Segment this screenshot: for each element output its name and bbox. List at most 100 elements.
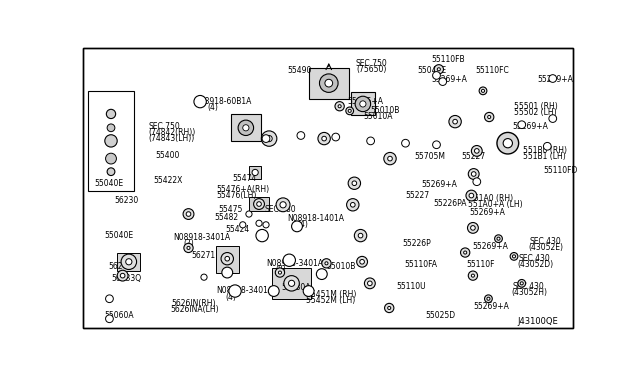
Text: (43052E): (43052E) (528, 243, 563, 252)
Circle shape (322, 136, 326, 141)
Text: 55501 (RH): 55501 (RH) (514, 102, 557, 110)
Circle shape (322, 259, 331, 268)
Text: 55227: 55227 (406, 191, 429, 200)
Circle shape (543, 142, 551, 150)
Bar (308, 68, 349, 99)
Circle shape (352, 181, 356, 186)
Text: 551B1 (LH): 551B1 (LH) (524, 153, 566, 161)
Text: 55705M: 55705M (415, 153, 446, 161)
Text: N: N (232, 289, 237, 294)
Circle shape (466, 190, 477, 201)
Text: 55226P: 55226P (403, 239, 431, 248)
Circle shape (468, 271, 477, 280)
Circle shape (289, 280, 294, 286)
Text: 55045E: 55045E (417, 66, 446, 75)
Circle shape (257, 202, 261, 206)
Text: N: N (287, 258, 292, 263)
Text: 55226PA: 55226PA (433, 199, 467, 208)
Circle shape (549, 115, 557, 122)
Circle shape (201, 274, 207, 280)
Circle shape (360, 260, 364, 264)
Text: N08918-3401A: N08918-3401A (266, 259, 323, 268)
Circle shape (510, 253, 518, 260)
Polygon shape (231, 134, 460, 155)
Circle shape (351, 202, 355, 207)
Text: SEC.750: SEC.750 (148, 122, 180, 131)
Bar (231, 114, 260, 141)
Text: 55451M (RH): 55451M (RH) (307, 289, 356, 298)
Text: 55475+A: 55475+A (348, 97, 383, 106)
Circle shape (470, 225, 476, 230)
Circle shape (473, 178, 481, 186)
Text: 55010B: 55010B (371, 106, 400, 115)
Text: (43052D): (43052D) (517, 260, 553, 269)
Text: 55475: 55475 (218, 205, 243, 214)
Circle shape (107, 168, 115, 176)
Circle shape (256, 220, 262, 226)
Circle shape (487, 297, 490, 300)
Circle shape (303, 286, 314, 296)
Circle shape (238, 120, 253, 135)
Bar (272, 268, 311, 299)
Text: N: N (271, 289, 276, 294)
Text: 55010A: 55010A (363, 112, 392, 121)
Text: 55269+A: 55269+A (421, 180, 457, 189)
Circle shape (520, 282, 524, 285)
Circle shape (221, 253, 234, 265)
Circle shape (283, 254, 296, 266)
Circle shape (276, 198, 290, 212)
Text: (4): (4) (226, 293, 237, 302)
Text: 55110FB: 55110FB (431, 55, 465, 64)
Text: 55025D: 55025D (426, 311, 456, 320)
Circle shape (225, 256, 230, 261)
Text: N08918-3401A: N08918-3401A (216, 286, 273, 295)
Text: 55482: 55482 (215, 212, 239, 221)
Text: 56271: 56271 (191, 251, 216, 260)
Circle shape (246, 211, 252, 217)
Text: N: N (260, 233, 264, 238)
Circle shape (229, 285, 241, 297)
Circle shape (187, 246, 190, 250)
Circle shape (106, 153, 116, 164)
Text: 55269+A: 55269+A (513, 122, 548, 131)
Text: 55010B: 55010B (326, 262, 356, 271)
Bar (88, 91, 134, 191)
Text: 55474: 55474 (232, 174, 256, 183)
Circle shape (479, 87, 487, 95)
Circle shape (256, 230, 268, 242)
Circle shape (186, 212, 191, 217)
Circle shape (105, 135, 117, 147)
Text: 55060A: 55060A (105, 311, 134, 320)
Circle shape (497, 237, 500, 240)
Circle shape (347, 199, 359, 211)
Circle shape (474, 148, 479, 153)
Bar (216, 246, 239, 273)
Circle shape (280, 202, 286, 208)
Circle shape (503, 139, 513, 148)
Text: N: N (294, 224, 300, 229)
Circle shape (316, 269, 327, 279)
Bar (117, 253, 140, 271)
Circle shape (348, 177, 360, 189)
Circle shape (355, 96, 371, 112)
Text: SEC.750: SEC.750 (355, 58, 387, 67)
Circle shape (468, 169, 479, 179)
Circle shape (364, 278, 375, 289)
Text: 55110FA: 55110FA (404, 260, 437, 269)
Bar (249, 197, 269, 211)
Text: 5626INA(LH): 5626INA(LH) (170, 305, 218, 314)
Text: 55110FD: 55110FD (543, 166, 578, 175)
Text: N08918-60B1A: N08918-60B1A (195, 97, 252, 106)
Text: 55476+A(RH): 55476+A(RH) (216, 185, 269, 194)
Text: 5626IN(RH): 5626IN(RH) (172, 299, 216, 308)
Text: 55227: 55227 (461, 153, 485, 161)
Circle shape (469, 193, 474, 198)
Circle shape (518, 121, 525, 129)
Text: 55476(LH): 55476(LH) (216, 191, 257, 200)
Circle shape (367, 137, 374, 145)
Circle shape (297, 132, 305, 140)
Circle shape (335, 102, 344, 111)
Circle shape (292, 221, 303, 232)
Text: SEC.430: SEC.430 (529, 237, 561, 246)
Text: 55110U: 55110U (396, 282, 426, 291)
